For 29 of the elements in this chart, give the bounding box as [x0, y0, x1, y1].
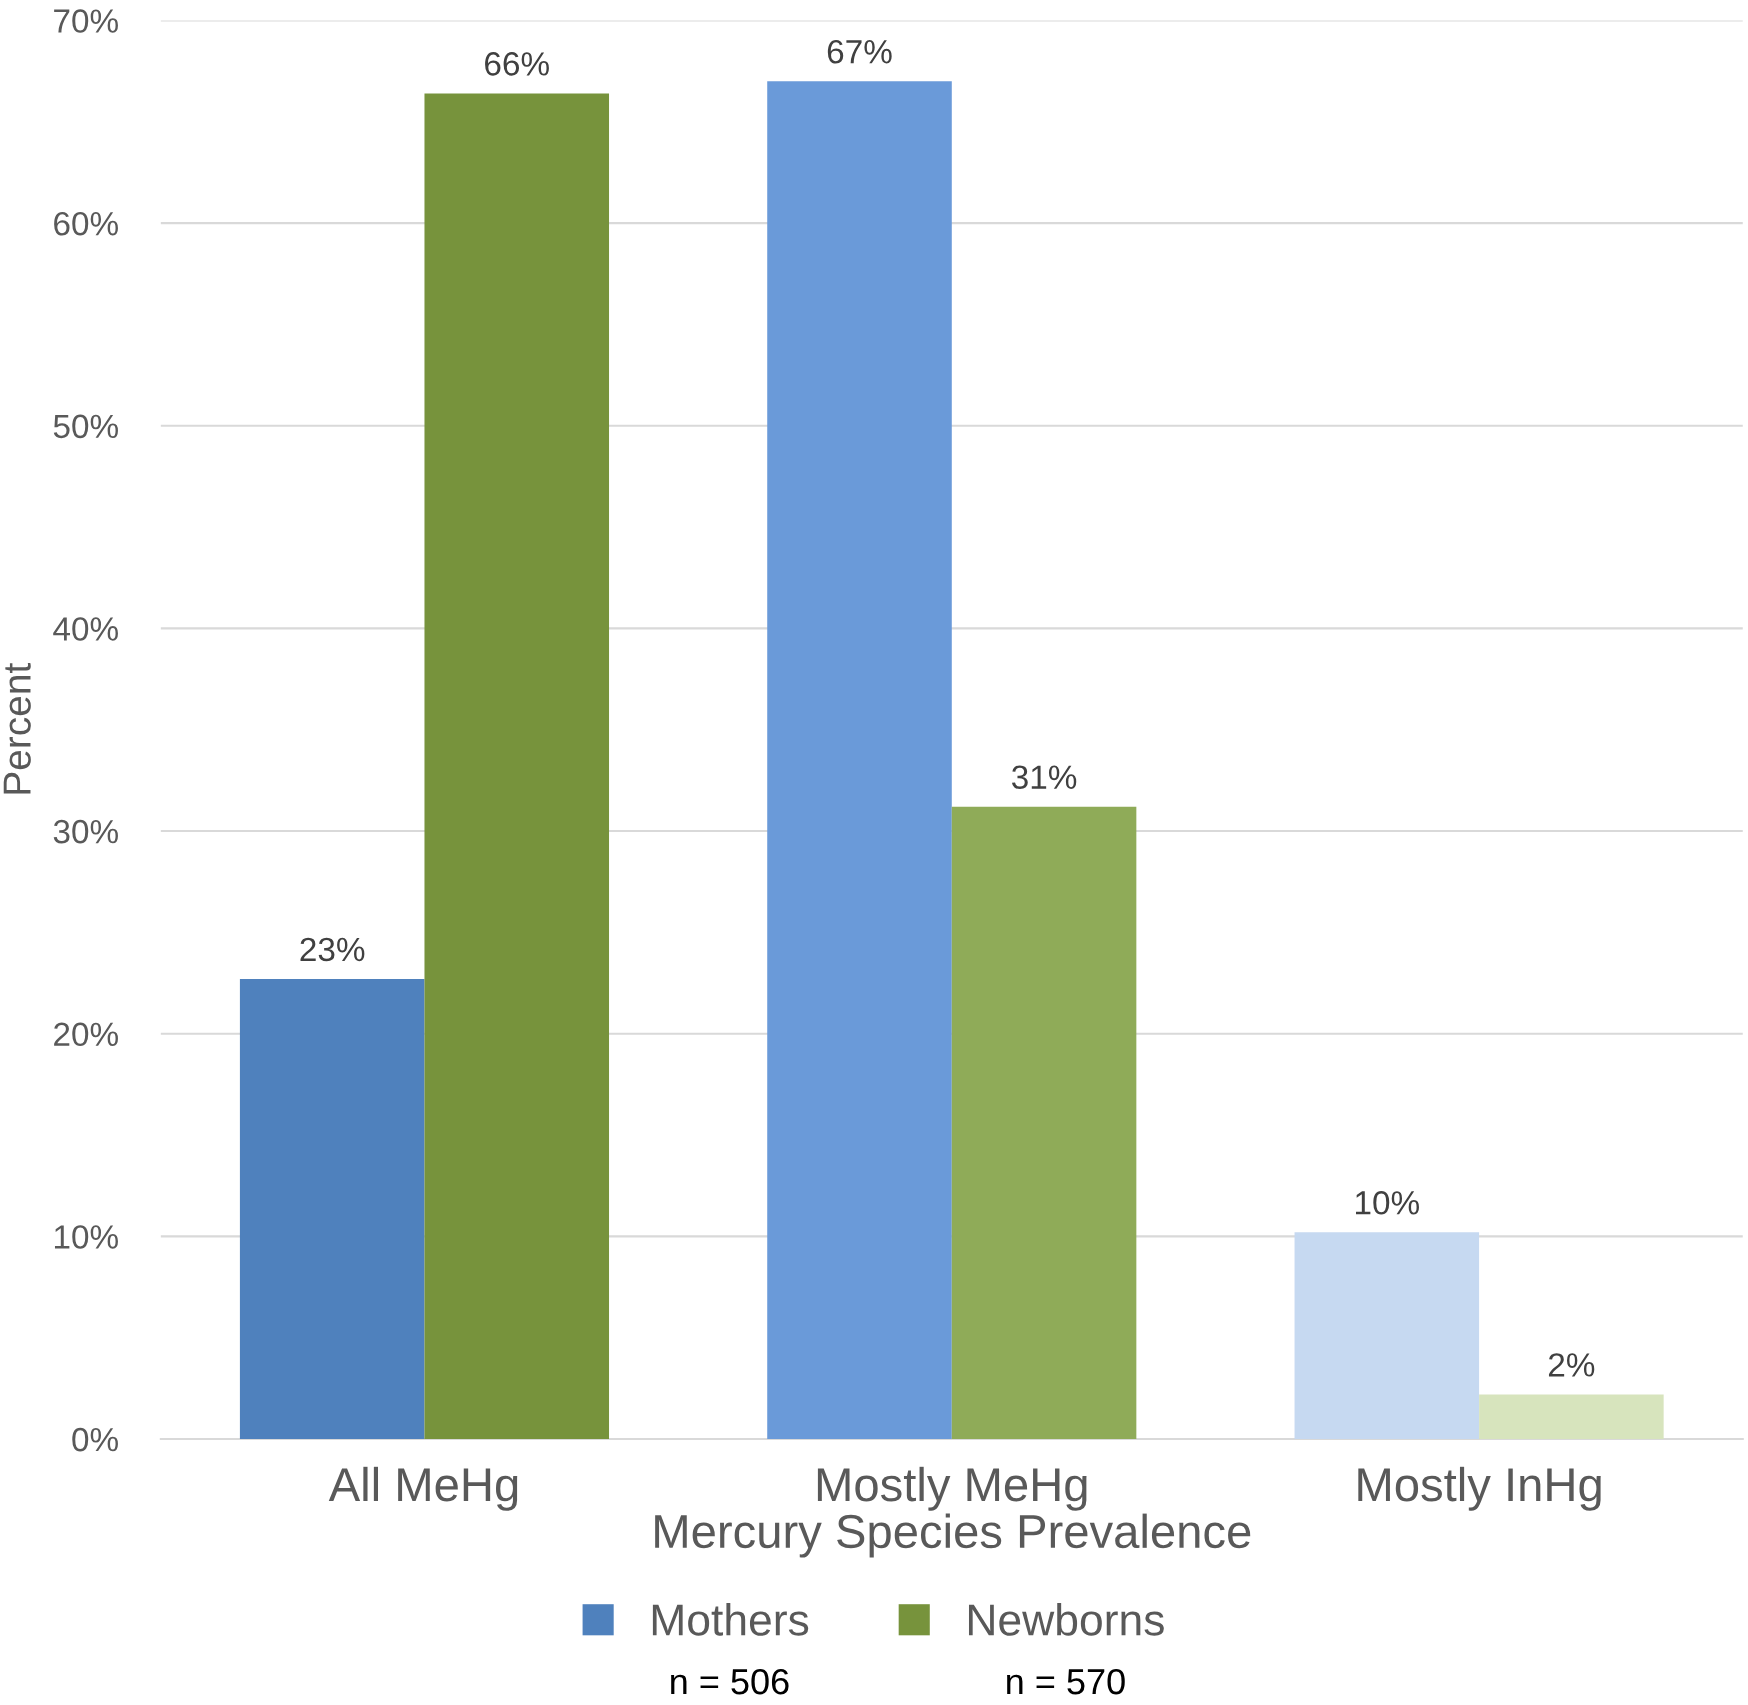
- legend-label: Newborns: [968, 1603, 1164, 1636]
- y-tick-label: 10%: [54, 1225, 118, 1249]
- y-tick-label: 40%: [53, 617, 118, 641]
- data-label: 2%: [1548, 1353, 1595, 1377]
- text: n = 506: [671, 1668, 789, 1695]
- y-tick-label: 60%: [54, 211, 118, 236]
- x-tick-label: Mostly MeHg: [817, 1466, 1087, 1511]
- bar: [239, 979, 425, 1440]
- data-label: 23%: [300, 937, 365, 962]
- y-tick-label: 20%: [54, 1022, 118, 1047]
- x-tick-label: All MeHg: [328, 1466, 518, 1511]
- text: n = 570: [1007, 1668, 1125, 1695]
- y-axis-title: Percent: [3, 663, 31, 794]
- y-tick-label: 0%: [72, 1427, 118, 1452]
- data-label: 67%: [827, 39, 892, 64]
- y-tick-label: 50%: [53, 414, 118, 439]
- data-label: 31%: [1011, 765, 1077, 790]
- bar: [767, 81, 952, 1440]
- data-label: 10%: [1356, 1191, 1419, 1215]
- data-label: 66%: [485, 52, 549, 76]
- y-tick-label: 70%: [54, 9, 118, 33]
- bar: [1479, 1394, 1664, 1440]
- legend-label: Mothers: [652, 1603, 809, 1636]
- x-tick-label: Mostly InHg: [1358, 1466, 1601, 1511]
- y-tick-label: 30%: [53, 819, 118, 844]
- bar: [1294, 1232, 1480, 1440]
- bar: [424, 93, 610, 1440]
- x-axis-title: Mercury Species Prevalence: [655, 1513, 1251, 1558]
- bar: [951, 806, 1137, 1440]
